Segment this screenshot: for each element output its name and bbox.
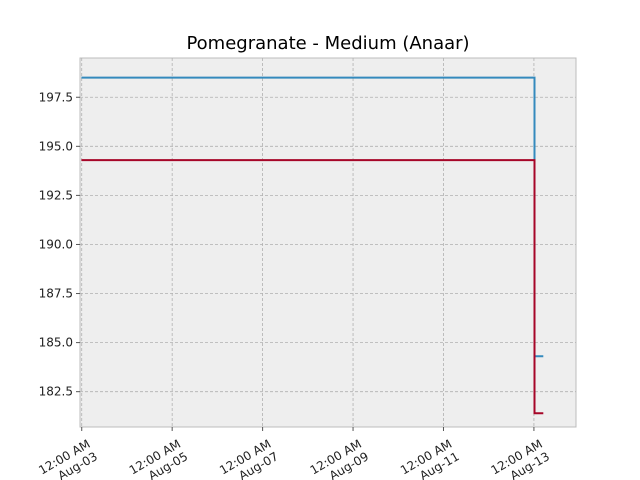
x-tick-label: 12:00 AMAug-05 bbox=[127, 437, 191, 480]
y-tick-label: 195.0 bbox=[39, 139, 73, 153]
y-tick-label: 197.5 bbox=[39, 90, 73, 104]
y-tick-label: 182.5 bbox=[39, 385, 73, 399]
series-line-2 bbox=[81, 159, 544, 415]
y-tick-label: 190.0 bbox=[39, 237, 73, 251]
x-tick-label: 12:00 AMAug-11 bbox=[398, 437, 462, 480]
series-lines bbox=[81, 76, 544, 415]
x-tick-label: 12:00 AMAug-13 bbox=[488, 437, 552, 480]
y-tick-label: 187.5 bbox=[39, 287, 73, 301]
x-tick-label: 12:00 AMAug-03 bbox=[36, 437, 100, 480]
y-axis: 182.5 185.0 187.5 190.0 192.5 195.0 197.5 bbox=[39, 90, 80, 399]
x-tick-label: 12:00 AMAug-07 bbox=[217, 437, 281, 480]
x-axis: 12:00 AMAug-03 12:00 AMAug-05 12:00 AMAug-… bbox=[36, 427, 552, 480]
x-tick-label: 12:00 AMAug-09 bbox=[308, 437, 372, 480]
plot-area bbox=[79, 57, 577, 428]
y-tick-label: 192.5 bbox=[39, 188, 73, 202]
y-tick-label: 185.0 bbox=[39, 336, 73, 350]
chart-title: Pomegranate - Medium (Anaar) bbox=[186, 33, 469, 54]
